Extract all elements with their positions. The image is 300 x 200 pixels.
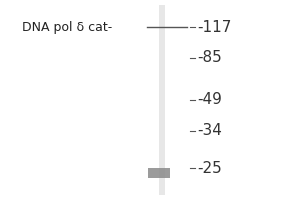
Text: -25: -25 — [198, 161, 222, 176]
Text: -85: -85 — [198, 50, 222, 65]
Text: DNA pol δ cat-: DNA pol δ cat- — [22, 21, 112, 34]
Bar — [159, 5, 165, 195]
Text: -49: -49 — [198, 92, 222, 108]
Text: -117: -117 — [198, 20, 232, 35]
Bar — [148, 168, 170, 178]
Text: -34: -34 — [198, 123, 222, 138]
